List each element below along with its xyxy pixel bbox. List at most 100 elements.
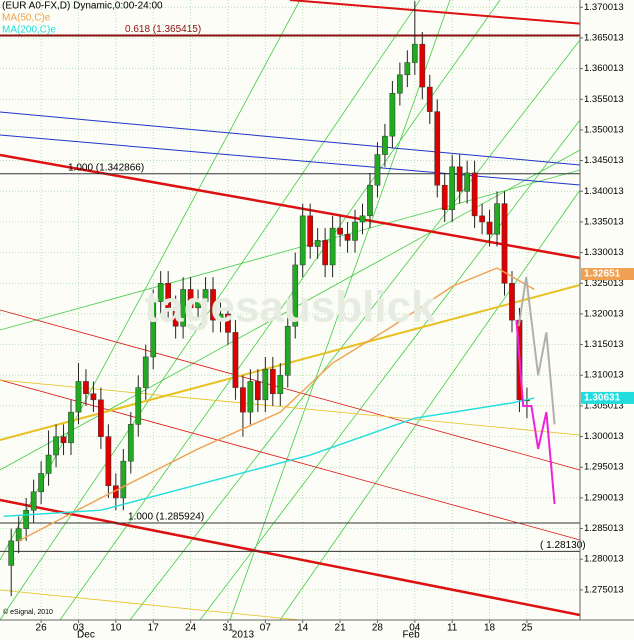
candle-body xyxy=(367,184,373,217)
price-tag xyxy=(581,268,634,281)
y-tick-label: 1.340013 xyxy=(584,186,624,197)
lines xyxy=(3,267,556,542)
y-tick-label: 1.310013 xyxy=(584,370,624,381)
candle-body xyxy=(60,436,67,444)
candle-body xyxy=(232,332,239,388)
y-tick-label: 1.350013 xyxy=(584,124,624,135)
y-tick-label: 1.290013 xyxy=(584,492,624,503)
price-tag-label: 1.32651 xyxy=(584,269,621,280)
level-label: 1.000 (1.285924) xyxy=(128,512,204,523)
candle-body xyxy=(30,491,37,511)
legend-entry: MA(200,C)e xyxy=(2,25,56,36)
line-series xyxy=(517,277,556,425)
candle-body xyxy=(45,454,52,474)
candle-body xyxy=(247,381,254,413)
levels: 0.618 (1.365415) 1.000 (1.342866) 1.000 (1… xyxy=(0,24,586,552)
line-series xyxy=(18,267,535,542)
candle-body xyxy=(8,540,15,566)
candle-body xyxy=(157,283,164,302)
chart-title: (EUR A0-FX,D) Dynamic,0:00-24:00 xyxy=(2,1,163,12)
line-series xyxy=(3,397,535,518)
x-tick-label: 14 xyxy=(297,623,309,634)
candle-body xyxy=(240,387,246,413)
x-tick-label: 11 xyxy=(447,623,458,634)
x-tick-label: 07 xyxy=(260,623,272,634)
y-tick-label: 1.330013 xyxy=(584,247,624,258)
y-tick-label: 1.355013 xyxy=(584,94,624,105)
watermark: tagesausblick xyxy=(144,283,436,332)
y-tick-label: 1.285013 xyxy=(584,523,624,534)
candle-body xyxy=(142,356,149,388)
x-period-label: 2013 xyxy=(232,630,255,640)
candle-body xyxy=(471,172,478,217)
level-label: ( 1.28130) xyxy=(540,540,586,551)
candle-body xyxy=(202,289,209,302)
candle-body xyxy=(23,509,30,529)
x-tick-label: 18 xyxy=(484,623,496,634)
candle-body xyxy=(83,381,89,394)
x-tick-label: 17 xyxy=(148,623,160,634)
y-tick-label: 1.365013 xyxy=(584,32,624,43)
candle-body xyxy=(464,172,470,192)
candle-body xyxy=(329,227,336,266)
candle-body xyxy=(187,289,194,309)
candle-body xyxy=(359,215,366,223)
copyright: © eSignal, 2010 xyxy=(3,608,53,616)
candle-body xyxy=(322,240,328,266)
candle-body xyxy=(68,411,74,444)
candle-body xyxy=(284,326,291,376)
candle-body xyxy=(344,234,351,241)
candle-body xyxy=(501,203,508,284)
candle-body xyxy=(389,92,396,137)
candle-body xyxy=(374,154,381,186)
candle-body xyxy=(397,74,403,94)
axes: 1.275013 1.280013 1.285013 1.290013 1.295013… xyxy=(36,2,634,640)
candle-body xyxy=(210,289,216,321)
y-tick-label: 1.275013 xyxy=(584,584,624,595)
candle-body xyxy=(337,227,343,235)
y-tick-label: 1.360013 xyxy=(584,63,624,74)
x-tick-label: 04 xyxy=(409,623,421,634)
x-tick-label: 21 xyxy=(335,623,347,634)
candle-body xyxy=(449,166,456,210)
candle-body xyxy=(53,436,59,456)
level-label: 1.000 (1.342866) xyxy=(68,162,144,173)
y-tick-label: 1.295013 xyxy=(584,462,624,473)
candle-body xyxy=(90,393,97,401)
candle-body xyxy=(172,307,179,327)
y-tick-label: 1.325013 xyxy=(584,278,624,289)
candle-body xyxy=(292,264,299,327)
candle-body xyxy=(165,283,172,309)
candle-body xyxy=(150,301,157,358)
candle-body xyxy=(486,221,493,235)
candle-body xyxy=(479,215,485,223)
candle-body xyxy=(411,43,418,63)
y-tick-label: 1.370013 xyxy=(584,2,624,13)
line-series xyxy=(515,320,556,505)
x-tick-label: 24 xyxy=(185,623,197,634)
candle-body xyxy=(441,184,448,210)
candle-body xyxy=(419,43,426,88)
x-tick-label: 31 xyxy=(222,623,234,634)
level-label: 0.618 (1.365415) xyxy=(125,24,201,35)
candle-body xyxy=(225,313,231,333)
candle-body xyxy=(307,215,314,247)
candle-body xyxy=(217,313,224,321)
y-tick-label: 1.315013 xyxy=(584,339,624,350)
x-period-label: Feb xyxy=(402,630,420,640)
candle-body xyxy=(269,368,276,394)
x-tick-label: 26 xyxy=(36,623,48,634)
candle-body xyxy=(75,381,82,413)
candle-body xyxy=(434,111,441,186)
candle-body xyxy=(120,460,127,499)
y-tick-label: 1.280013 xyxy=(584,554,624,565)
y-tick-label: 1.320013 xyxy=(584,308,624,319)
x-period-label: Dec xyxy=(77,630,95,640)
candle-body xyxy=(314,240,321,247)
candle-body xyxy=(456,166,463,192)
candle-body xyxy=(98,399,104,437)
candle-body xyxy=(352,221,358,241)
candle-body xyxy=(180,289,186,327)
candle-body xyxy=(494,203,500,235)
